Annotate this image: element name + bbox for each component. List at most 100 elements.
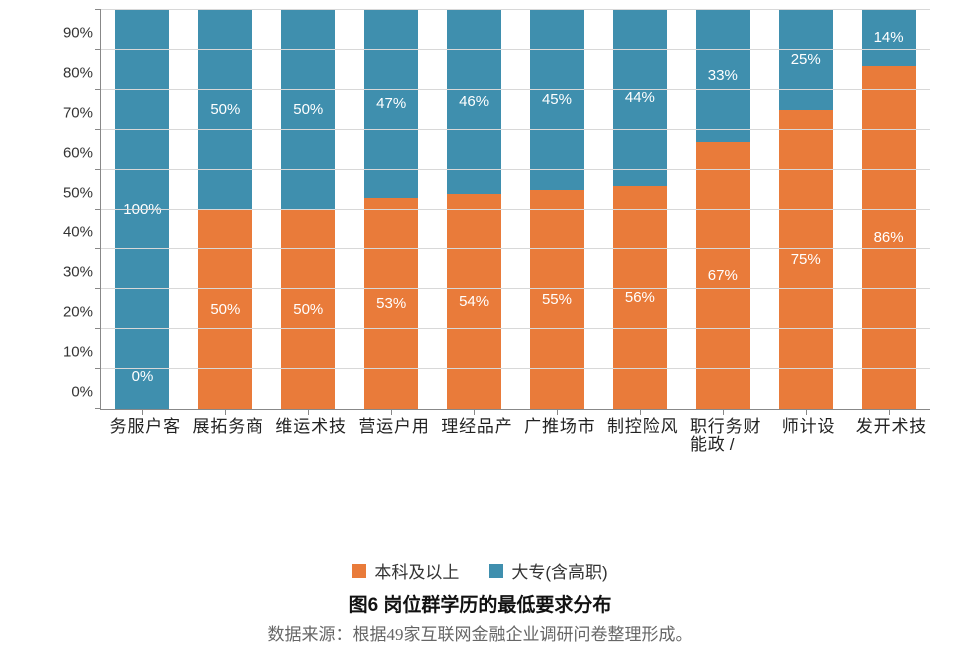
legend-item-college: 大专(含高职): [489, 558, 607, 583]
xtick-mark: [889, 409, 890, 415]
bar-segment-bachelor: 50%: [281, 210, 335, 410]
xtick-label: 设计师: [779, 417, 833, 435]
xtick-mark: [806, 409, 807, 415]
xtick-mark: [225, 409, 226, 415]
ytick-mark: [95, 288, 101, 289]
xtick-mark: [391, 409, 392, 415]
bar-value-label: 0%: [132, 368, 154, 385]
bars-row: 100%0%客户服务50%50%商务拓展50%50%技术运维47%53%用户运营…: [101, 10, 930, 409]
xtick-mark: [557, 409, 558, 415]
bar-segment-college: 44%: [613, 10, 667, 186]
gridline: [101, 328, 930, 329]
bar-segment-college: 25%: [779, 10, 833, 110]
bar-slot: 46%54%产品经理: [433, 10, 516, 409]
bar-slot: 50%50%商务拓展: [184, 10, 267, 409]
figure-caption: 图6 岗位群学历的最低要求分布: [0, 590, 960, 617]
bar-segment-bachelor: 56%: [613, 186, 667, 409]
bar-value-label: 25%: [791, 51, 821, 68]
legend-label: 大专(含高职): [511, 558, 607, 583]
ytick-label: 80%: [63, 64, 93, 81]
xtick-label: 用户运营: [355, 417, 426, 435]
xtick-label: 技术开发: [853, 417, 924, 435]
bar-segment-college: 46%: [447, 10, 501, 194]
bar-value-label: 44%: [625, 89, 655, 106]
bar-value-label: 75%: [791, 251, 821, 268]
ytick-label: 40%: [63, 224, 93, 241]
data-source-note: 数据来源：根据49家互联网金融企业调研问卷整理形成。: [0, 620, 960, 645]
ytick-label: 100%: [55, 0, 93, 2]
bar-segment-bachelor: 55%: [530, 190, 584, 409]
xtick-mark: [142, 409, 143, 415]
bar-segment-college: 33%: [696, 10, 750, 142]
bar-slot: 50%50%技术运维: [267, 10, 350, 409]
legend-swatch: [352, 564, 366, 578]
bar-value-label: 33%: [708, 67, 738, 84]
bar-segment-bachelor: 75%: [779, 110, 833, 409]
bar-slot: 47%53%用户运营: [350, 10, 433, 409]
xtick-label: 客户服务: [107, 417, 178, 435]
bar-segment-bachelor: 50%: [198, 210, 252, 410]
bar: 33% 67%: [696, 10, 750, 409]
ytick-label: 0%: [71, 384, 93, 401]
bar-slot: 100%0%客户服务: [101, 10, 184, 409]
gridline: [101, 209, 930, 210]
bar-slot: 45%55%市场推广: [516, 10, 599, 409]
bar: 44% 56%: [613, 10, 667, 409]
bar: 50% 50%: [198, 10, 252, 409]
bar: 47% 53%: [364, 10, 418, 409]
bar-value-label: 14%: [874, 29, 904, 46]
ytick-mark: [95, 368, 101, 369]
gridline: [101, 169, 930, 170]
xtick-label: 风险控制: [604, 417, 675, 435]
gridline: [101, 288, 930, 289]
bar-value-label: 50%: [293, 301, 323, 318]
bar-segment-college: 45%: [530, 10, 584, 190]
bar-segment-college: 50%: [198, 10, 252, 210]
bar-segment-college: 100%0%: [115, 10, 169, 409]
bar: 45% 55%: [530, 10, 584, 409]
ytick-label: 70%: [63, 104, 93, 121]
ytick-label: 50%: [63, 184, 93, 201]
ytick-label: 20%: [63, 304, 93, 321]
ytick-mark: [95, 129, 101, 130]
bar-value-label: 55%: [542, 291, 572, 308]
bar-slot: 25%75%设计师: [764, 10, 847, 409]
xtick-label: 市场推广: [521, 417, 592, 435]
legend-swatch: [489, 564, 503, 578]
bar-value-label: 50%: [293, 101, 323, 118]
plot-area: 100%0%客户服务50%50%商务拓展50%50%技术运维47%53%用户运营…: [100, 10, 930, 410]
legend-label: 本科及以上: [374, 558, 459, 583]
bar-slot: 33%67%财务/行政职能: [681, 10, 764, 409]
bar-value-label: 56%: [625, 289, 655, 306]
ytick-mark: [95, 49, 101, 50]
legend: 本科及以上 大专(含高职): [0, 558, 960, 583]
gridline: [101, 368, 930, 369]
ytick-mark: [95, 169, 101, 170]
xtick-mark: [640, 409, 641, 415]
xtick-label: 财务/行政职能: [687, 417, 758, 455]
bar-value-label: 67%: [708, 267, 738, 284]
bar-value-label: 53%: [376, 295, 406, 312]
bar-segment-bachelor: 86%: [862, 66, 916, 409]
bar: 14% 86%: [862, 10, 916, 409]
ytick-label: 10%: [63, 344, 93, 361]
ytick-mark: [95, 209, 101, 210]
gridline: [101, 9, 930, 10]
chart-container: 100%0%客户服务50%50%商务拓展50%50%技术运维47%53%用户运营…: [40, 10, 940, 450]
bar-segment-college: 14%: [862, 10, 916, 66]
bar-segment-bachelor: 53%: [364, 198, 418, 409]
bar-value-label: 50%: [210, 301, 240, 318]
gridline: [101, 129, 930, 130]
bar-value-label: 50%: [210, 101, 240, 118]
bar: 25% 75%: [779, 10, 833, 409]
bar-slot: 44%56%风险控制: [598, 10, 681, 409]
bar-segment-college: 50%: [281, 10, 335, 210]
ytick-mark: [95, 328, 101, 329]
ytick-mark: [95, 89, 101, 90]
xtick-label: 商务拓展: [190, 417, 261, 435]
bar: 46%54%: [447, 10, 501, 409]
xtick-mark: [474, 409, 475, 415]
xtick-mark: [308, 409, 309, 415]
ytick-mark: [95, 9, 101, 10]
bar-value-label: 47%: [376, 95, 406, 112]
